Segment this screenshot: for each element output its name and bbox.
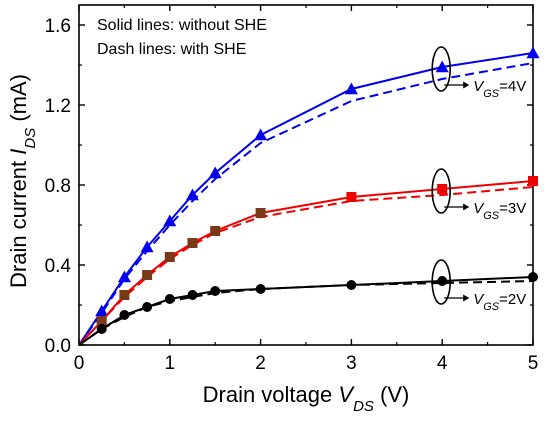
series-vgs-3v <box>78 176 538 346</box>
y-axis-label-sub: DS <box>22 128 39 149</box>
annotation-3V: VGS=3V <box>431 168 526 222</box>
y-tick-label: 0.8 <box>45 176 71 197</box>
y-axis-label-var: I <box>6 149 31 155</box>
x-tick-label: 4 <box>437 353 448 374</box>
annotation-4V: VGS=4V <box>431 46 526 100</box>
x-tick-label: 0 <box>74 353 85 374</box>
y-axis-label-unit: (mA) <box>6 74 31 128</box>
y-tick-label: 0.0 <box>45 336 71 357</box>
data-point <box>255 284 266 294</box>
data-point <box>119 290 130 300</box>
x-axis-label-var: V <box>338 382 355 407</box>
annotation-label: VGS=3V <box>473 200 526 222</box>
x-axis-label-sub: DS <box>353 398 374 415</box>
axes-frame: 0 1 2 3 4 5 0.0 0.4 0.8 1.2 1.6 <box>45 4 539 374</box>
data-point <box>117 270 131 283</box>
group-ellipse <box>431 46 452 92</box>
x-tick-label: 1 <box>165 353 176 374</box>
data-point <box>119 310 130 320</box>
data-point <box>528 272 538 282</box>
annotation-label: VGS=4V <box>473 78 526 100</box>
annotation-layer: VGS=4V VGS=3V VGS=2V <box>431 46 526 313</box>
data-point <box>140 240 154 253</box>
data-point <box>255 208 266 218</box>
arrowhead-icon <box>463 294 470 302</box>
svg-text:Drain voltage VDS (V): Drain voltage VDS (V) <box>203 382 410 415</box>
data-point <box>164 252 175 262</box>
data-point <box>186 188 199 201</box>
legend-entry-with-she: Dash lines: with SHE <box>97 41 246 58</box>
legend-entry-without-she: Solid lines: without SHE <box>97 17 267 34</box>
legend: Solid lines: without SHE Dash lines: wit… <box>97 17 267 58</box>
data-point <box>142 270 153 280</box>
y-axis-label: Drain current IDS (mA) <box>6 74 39 288</box>
data-point <box>142 302 153 312</box>
data-point <box>437 184 448 194</box>
line-without-she <box>78 52 534 346</box>
x-tick-label: 5 <box>528 353 539 374</box>
x-axis-label-main: Drain voltage <box>203 382 339 407</box>
data-point <box>95 304 109 317</box>
arrowhead-icon <box>463 203 470 211</box>
group-ellipse <box>431 168 452 214</box>
annotation-2V: VGS=2V <box>431 259 526 313</box>
series-vgs-2v <box>78 272 538 346</box>
x-tick-label: 3 <box>346 353 357 374</box>
y-axis-label-main: Drain current <box>6 155 31 288</box>
data-point <box>187 290 198 300</box>
series-layer <box>78 46 540 346</box>
data-point <box>526 46 540 59</box>
y-tick-label: 1.6 <box>45 16 71 37</box>
data-point <box>96 324 107 334</box>
group-ellipse <box>431 259 452 305</box>
line-with-she <box>78 186 534 346</box>
x-axis-label: Drain voltage VDS (V) <box>203 382 410 415</box>
data-point <box>96 316 107 326</box>
data-point <box>435 60 449 73</box>
data-point <box>528 176 538 186</box>
line-with-she <box>78 62 534 346</box>
data-point <box>344 82 358 95</box>
y-tick-label: 0.4 <box>45 256 72 277</box>
data-point <box>346 280 357 290</box>
data-point <box>164 294 175 304</box>
x-tick-label: 2 <box>255 353 266 374</box>
data-point <box>437 276 448 286</box>
data-point <box>346 192 357 202</box>
svg-text:Drain current IDS (mA): Drain current IDS (mA) <box>6 74 39 288</box>
series-vgs-4v <box>78 46 540 346</box>
y-tick-label: 1.2 <box>45 96 71 117</box>
data-point <box>208 166 222 179</box>
data-point <box>254 128 268 141</box>
annotation-label: VGS=2V <box>473 291 526 313</box>
data-point <box>210 286 221 296</box>
data-point <box>187 238 198 248</box>
line-with-she <box>78 280 534 346</box>
data-point <box>163 214 177 227</box>
x-axis-label-unit: (V) <box>374 382 409 407</box>
arrowhead-icon <box>463 81 470 89</box>
data-point <box>210 226 221 236</box>
